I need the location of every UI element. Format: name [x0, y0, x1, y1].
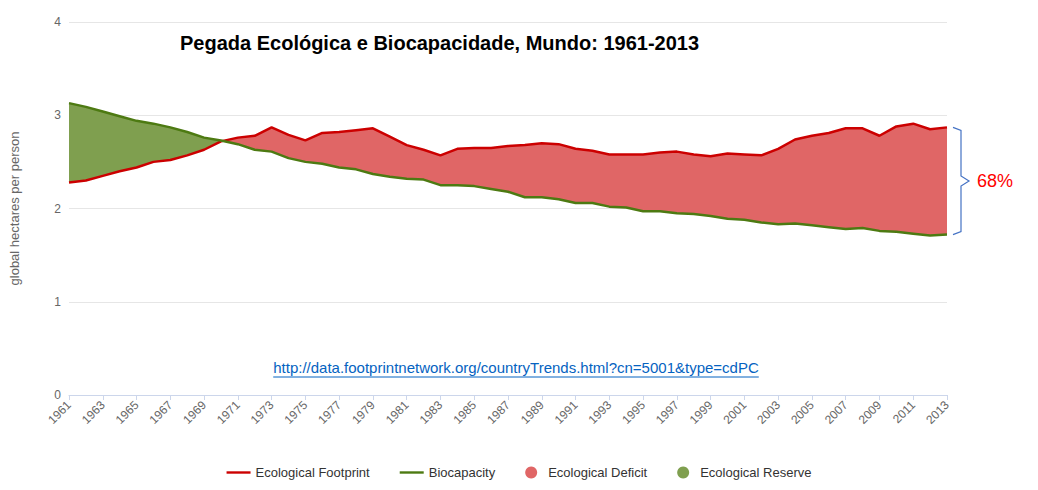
svg-text:1981: 1981 [383, 398, 412, 427]
svg-text:2003: 2003 [754, 398, 783, 427]
svg-text:1983: 1983 [417, 398, 446, 427]
svg-text:1995: 1995 [619, 398, 648, 427]
svg-text:Pegada Ecológica e Biocapacida: Pegada Ecológica e Biocapacidade, Mundo:… [180, 32, 699, 54]
svg-text:2: 2 [54, 202, 61, 216]
svg-text:3: 3 [54, 108, 61, 122]
svg-text:1965: 1965 [113, 398, 142, 427]
svg-text:Ecological Reserve: Ecological Reserve [700, 465, 811, 480]
svg-text:1: 1 [54, 295, 61, 309]
svg-text:1967: 1967 [146, 398, 175, 427]
svg-text:global hectares per person: global hectares per person [7, 132, 22, 286]
svg-text:2007: 2007 [822, 398, 851, 427]
svg-text:1977: 1977 [315, 398, 344, 427]
svg-text:1997: 1997 [653, 398, 682, 427]
svg-text:0: 0 [54, 388, 61, 402]
svg-text:1971: 1971 [214, 398, 243, 427]
svg-text:68%: 68% [977, 171, 1013, 191]
svg-text:http://data.footprintnetwork.o: http://data.footprintnetwork.org/country… [273, 359, 759, 376]
svg-text:1969: 1969 [180, 398, 209, 427]
svg-text:1991: 1991 [552, 398, 581, 427]
svg-text:Ecological Footprint: Ecological Footprint [256, 465, 371, 480]
svg-text:2009: 2009 [856, 398, 885, 427]
svg-text:4: 4 [54, 15, 61, 29]
svg-text:1963: 1963 [79, 398, 108, 427]
svg-text:1999: 1999 [687, 398, 716, 427]
svg-text:2011: 2011 [890, 398, 918, 426]
svg-text:1973: 1973 [248, 398, 277, 427]
svg-text:2013: 2013 [923, 398, 952, 427]
svg-text:1987: 1987 [484, 398, 513, 427]
svg-text:1961: 1961 [45, 398, 74, 427]
svg-text:1985: 1985 [450, 398, 479, 427]
svg-text:2005: 2005 [788, 398, 817, 427]
svg-text:1975: 1975 [282, 398, 311, 427]
svg-text:1993: 1993 [585, 398, 614, 427]
svg-text:2001: 2001 [721, 398, 750, 427]
svg-text:1979: 1979 [349, 398, 378, 427]
svg-text:Biocapacity: Biocapacity [429, 465, 496, 480]
svg-text:1989: 1989 [518, 398, 547, 427]
svg-text:Ecological Deficit: Ecological Deficit [548, 465, 647, 480]
